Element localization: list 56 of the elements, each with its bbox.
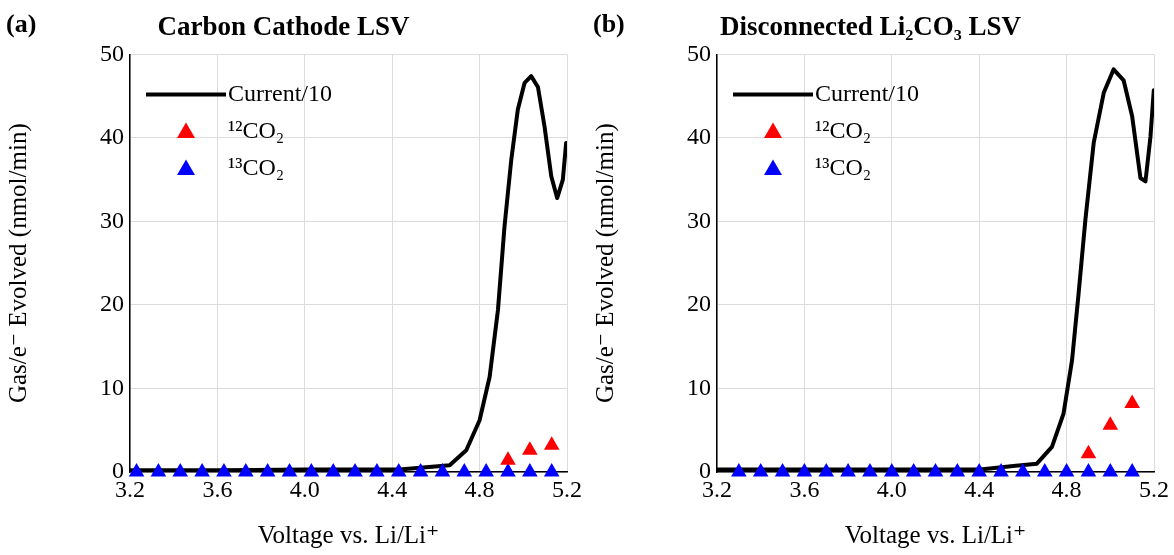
- point: [1058, 463, 1075, 477]
- text: (a): [6, 8, 37, 38]
- point: [927, 463, 944, 477]
- point: [862, 463, 878, 477]
- x-tick-label: 4.0: [876, 475, 907, 502]
- point: [1080, 463, 1097, 477]
- point: [796, 463, 813, 477]
- y-tick-label: 10: [100, 373, 124, 400]
- y-tick-label: 30: [687, 206, 711, 233]
- x-tick-label: 4.0: [289, 475, 320, 502]
- point: [1102, 416, 1119, 430]
- x-tick-label: 4.4: [964, 475, 995, 502]
- x-tick-label: 4.8: [464, 475, 495, 502]
- x-tick-label: 3.6: [789, 475, 820, 502]
- y-tick-label: 10: [687, 373, 711, 400]
- y-tick-label: 50: [687, 39, 711, 66]
- point: [1036, 463, 1053, 477]
- y-axis-title: Gas/e⁻ Evolved (nmol/min): [3, 123, 32, 404]
- point: [818, 463, 835, 477]
- y-tick-label: 20: [100, 290, 124, 317]
- point: [1102, 463, 1119, 477]
- x-tick-label: 4.8: [1051, 475, 1082, 502]
- point: [949, 463, 966, 477]
- y-tick-label: 40: [687, 123, 711, 150]
- text: (b): [593, 8, 625, 38]
- y-tick-label: 40: [100, 123, 124, 150]
- point: [1124, 463, 1140, 477]
- legend-label: ¹²CO₂: [815, 116, 872, 143]
- point: [884, 463, 900, 477]
- point: [1124, 394, 1140, 409]
- point: [1015, 463, 1031, 477]
- legend-label: ¹³CO₂: [228, 153, 285, 180]
- y-tick-label: 50: [100, 39, 124, 66]
- point: [731, 463, 747, 477]
- point: [774, 463, 791, 477]
- legend-label: ¹³CO₂: [815, 153, 872, 180]
- point: [1080, 444, 1097, 459]
- point: [905, 463, 922, 477]
- legend-label: Current/10: [228, 79, 332, 106]
- point: [840, 463, 856, 477]
- chart-title: Disconnected Li₂CO₃ LSV: [719, 11, 1022, 42]
- y-tick-label: 20: [687, 290, 711, 317]
- legend-label: Current/10: [815, 79, 919, 106]
- y-tick-label: 30: [100, 206, 124, 233]
- point: [993, 463, 1009, 477]
- x-tick-label: 5.2: [552, 475, 582, 502]
- x-tick-label: 3.6: [202, 475, 233, 502]
- y-axis-title: Gas/e⁻ Evolved (nmol/min): [590, 123, 619, 404]
- point: [752, 463, 769, 477]
- x-axis-title: Voltage vs. Li/Li⁺: [844, 520, 1027, 548]
- legend-label: ¹²CO₂: [228, 116, 285, 143]
- chart-title: Carbon Cathode LSV: [157, 11, 411, 42]
- x-tick-label: 5.2: [1139, 475, 1169, 502]
- x-tick-label: 4.4: [377, 475, 408, 502]
- x-axis-title: Voltage vs. Li/Li⁺: [257, 520, 440, 548]
- point: [971, 463, 987, 477]
